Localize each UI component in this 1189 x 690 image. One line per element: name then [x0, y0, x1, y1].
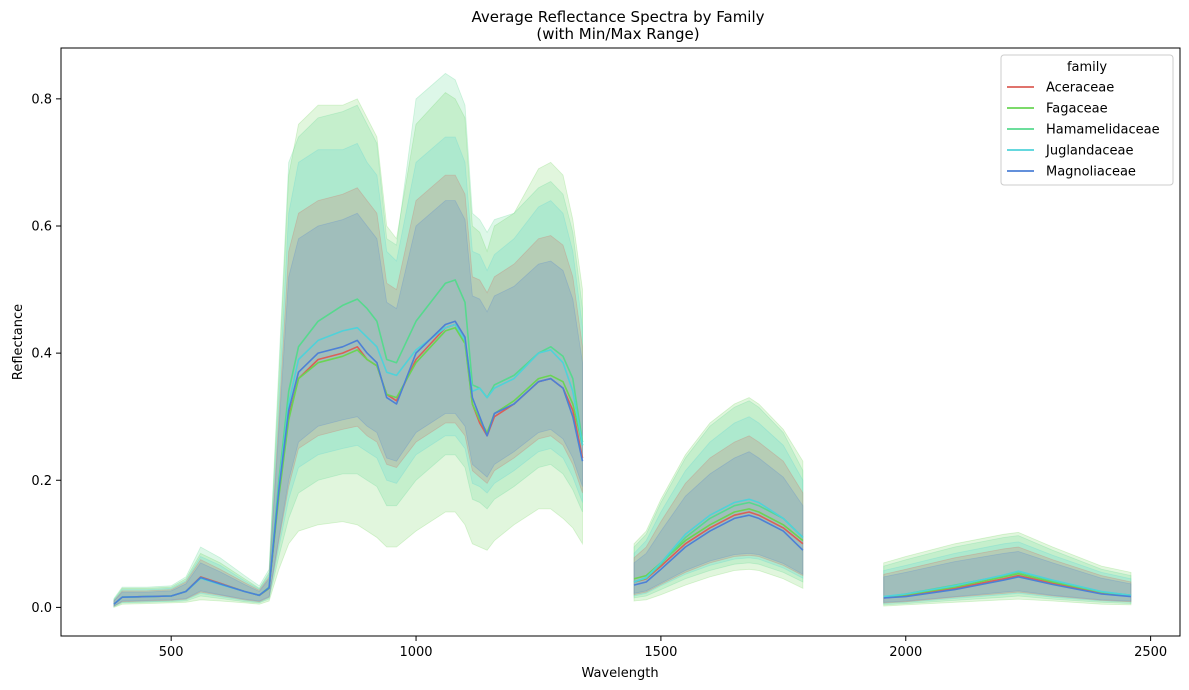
- plot-area: [113, 72, 1132, 608]
- legend-frame: [1000, 54, 1174, 186]
- chart-title: Average Reflectance Spectra by Family: [471, 8, 764, 26]
- range-band-1: [113, 72, 1132, 608]
- range-band-0: [113, 91, 1132, 608]
- legend-title: family: [1067, 60, 1107, 75]
- x-tick-label-500: 500: [159, 645, 184, 660]
- x-axis-ticks: 500 1000 1500 2000 2500: [159, 636, 1167, 660]
- y-tick-label-0.8: 0.8: [31, 92, 52, 107]
- x-tick-label-2000: 2000: [889, 645, 922, 660]
- x-tick-label-1000: 1000: [399, 645, 432, 660]
- series-line-aceraceae-1: [633, 511, 804, 583]
- legend-label-fagaceae: Fagaceae: [1046, 102, 1108, 117]
- legend-label-aceraceae: Aceraceae: [1046, 81, 1114, 96]
- x-axis-label: Wavelength: [581, 666, 658, 681]
- range-band-4-segment-1: [633, 451, 804, 594]
- y-tick-label-0.2: 0.2: [31, 474, 52, 489]
- series-magnoliaceae: [113, 320, 1132, 605]
- y-tick-label-0: 0.0: [31, 601, 52, 616]
- x-tick-label-2500: 2500: [1134, 645, 1167, 660]
- series-line-magnoliaceae-1: [633, 514, 804, 586]
- chart-subtitle: (with Min/Max Range): [536, 25, 699, 43]
- legend-label-hamamelidaceae: Hamamelidaceae: [1046, 123, 1160, 138]
- range-band-0-segment-1: [633, 397, 804, 602]
- series-line-magnoliaceae-0: [113, 320, 584, 605]
- series-line-magnoliaceae-2: [883, 576, 1132, 599]
- y-axis-ticks: 0.0 0.2 0.4 0.6 0.8: [31, 92, 61, 616]
- range-band-1-segment-0: [113, 72, 583, 608]
- series-line-juglandaceae-1: [633, 498, 804, 583]
- legend-label-juglandaceae: Juglandaceae: [1045, 144, 1133, 159]
- range-band-2-segment-0: [113, 136, 583, 607]
- range-band-2: [113, 136, 1132, 607]
- y-tick-label-0.4: 0.4: [31, 347, 52, 362]
- y-axis-label: Reflectance: [11, 304, 26, 380]
- series-line-juglandaceae-2: [883, 570, 1132, 598]
- axes-frame: [60, 47, 1181, 637]
- legend: family Aceraceae Fagaceae Hamamelidaceae Ju…: [1000, 54, 1174, 186]
- legend-label-magnoliaceae: Magnoliaceae: [1046, 165, 1136, 180]
- y-tick-label-0.6: 0.6: [31, 219, 52, 234]
- range-band-3-segment-0: [113, 174, 583, 607]
- x-tick-label-1500: 1500: [644, 645, 677, 660]
